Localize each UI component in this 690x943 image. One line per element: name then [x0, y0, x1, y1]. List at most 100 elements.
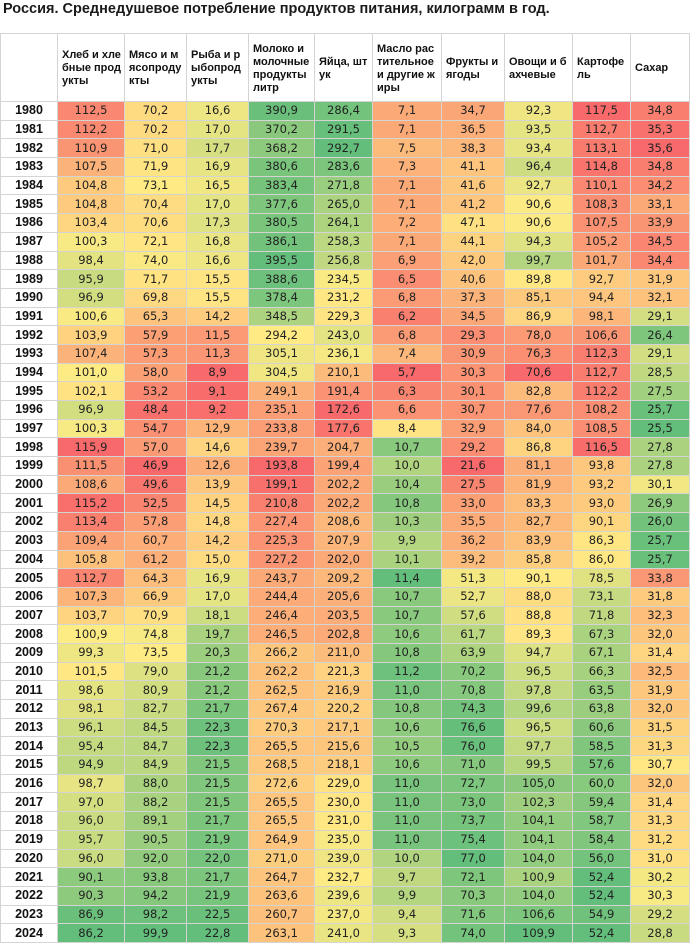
heatmap-cell: 99,7: [504, 250, 573, 271]
heatmap-cell: 29,3: [441, 325, 505, 345]
year-label: 1988: [0, 250, 58, 271]
heatmap-cell: 85,1: [504, 287, 573, 308]
heatmap-cell: 104,1: [504, 811, 573, 831]
heatmap-cell: 292,7: [314, 138, 373, 159]
year-label: 2001: [0, 493, 58, 514]
heatmap-cell: 52,5: [124, 493, 187, 514]
heatmap-cell: 305,1: [248, 343, 315, 364]
heatmap-cell: 9,7: [372, 867, 442, 887]
heatmap-cell: 29,1: [630, 343, 690, 364]
table-row: 2002 113,4 57,8 14,8 227,4 208,6 10,3 35,5 82,7 9…: [0, 512, 690, 532]
year-label: 2016: [0, 773, 58, 794]
heatmap-cell: 215,6: [314, 736, 373, 757]
heatmap-cell: 95,9: [57, 269, 125, 289]
heatmap-cell: 70,2: [124, 101, 187, 121]
chart-title: Россия. Среднедушевое потребление продук…: [3, 1, 550, 17]
heatmap-cell: 98,6: [57, 680, 125, 700]
heatmap-cell: 203,5: [314, 605, 373, 626]
heatmap-cell: 263,1: [248, 923, 315, 943]
heatmap-cell: 7,1: [372, 119, 442, 140]
heatmap-cell: 71,7: [124, 269, 187, 289]
heatmap-cell: 22,3: [186, 717, 249, 738]
heatmap-cell: 92,0: [124, 848, 187, 869]
heatmap-cell: 264,9: [248, 829, 315, 850]
heatmap-cell: 48,4: [124, 400, 187, 420]
heatmap-cell: 112,3: [572, 343, 631, 364]
heatmap-cell: 101,0: [57, 362, 125, 383]
heatmap-cell: 76,6: [441, 717, 505, 738]
heatmap-cell: 57,6: [572, 755, 631, 775]
table-row: 1985 104,8 70,4 17,0 377,6 265,0 7,1 41,2 90,6 10…: [0, 194, 690, 215]
heatmap-cell: 31,2: [630, 829, 690, 850]
heatmap-cell: 235,1: [248, 400, 315, 420]
heatmap-cell: 7,1: [372, 231, 442, 252]
heatmap-cell: 77,6: [504, 400, 573, 420]
year-label: 2010: [0, 661, 58, 682]
heatmap-cell: 202,8: [314, 624, 373, 644]
column-header: Яйца, штук: [314, 33, 373, 102]
heatmap-cell: 81,9: [504, 474, 573, 495]
heatmap-cell: 7,2: [372, 213, 442, 233]
heatmap-cell: 220,2: [314, 699, 373, 719]
year-label: 2002: [0, 512, 58, 532]
column-header: Молоко и молочные продукты литр: [248, 33, 315, 102]
table-row: 1992 103,9 57,9 11,5 294,2 243,0 6,8 29,3 78,0 10…: [0, 325, 690, 345]
heatmap-cell: 16,5: [186, 175, 249, 196]
year-label: 1991: [0, 306, 58, 327]
year-label: 1995: [0, 381, 58, 401]
year-label: 2008: [0, 624, 58, 644]
heatmap-cell: 6,6: [372, 400, 442, 420]
heatmap-cell: 79,0: [124, 661, 187, 682]
heatmap-cell: 11,3: [186, 343, 249, 364]
heatmap-cell: 283,6: [314, 157, 373, 177]
heatmap-cell: 264,1: [314, 213, 373, 233]
year-label: 1994: [0, 362, 58, 383]
column-header: Мясо и мясопродукты: [124, 33, 187, 102]
heatmap-cell: 81,1: [504, 456, 573, 476]
heatmap-cell: 52,7: [441, 586, 505, 607]
heatmap-cell: 33,0: [441, 493, 505, 514]
heatmap-cell: 17,7: [186, 138, 249, 159]
heatmap-cell: 16,8: [186, 231, 249, 252]
table-row: 2000 108,6 49,6 13,9 199,1 202,2 10,4 27,5 81,9 9…: [0, 474, 690, 495]
heatmap-cell: 10,7: [372, 586, 442, 607]
heatmap-cell: 59,4: [572, 792, 631, 813]
heatmap-cell: 227,2: [248, 549, 315, 570]
table-row: 2005 112,7 64,3 16,9 243,7 209,2 11,4 51,3 90,1 7…: [0, 568, 690, 588]
heatmap-cell: 246,4: [248, 605, 315, 626]
heatmap-cell: 70,4: [124, 194, 187, 215]
heatmap-cell: 10,0: [372, 456, 442, 476]
heatmap-cell: 90,6: [504, 213, 573, 233]
heatmap-cell: 32,0: [630, 773, 690, 794]
heatmap-cell: 95,7: [57, 829, 125, 850]
heatmap-cell: 30,2: [630, 867, 690, 887]
heatmap-cell: 388,6: [248, 269, 315, 289]
heatmap-cell: 31,0: [630, 848, 690, 869]
year-label: 1984: [0, 175, 58, 196]
heatmap-cell: 71,0: [441, 755, 505, 775]
heatmap-cell: 63,5: [572, 680, 631, 700]
heatmap-cell: 11,2: [372, 661, 442, 682]
heatmap-cell: 31,4: [630, 642, 690, 663]
heatmap-cell: 378,4: [248, 287, 315, 308]
heatmap-cell: 96,5: [504, 717, 573, 738]
heatmap-cell: 14,6: [186, 437, 249, 458]
heatmap-cell: 80,9: [124, 680, 187, 700]
heatmap-cell: 93,0: [572, 493, 631, 514]
heatmap-cell: 390,9: [248, 101, 315, 121]
heatmap-cell: 104,0: [504, 885, 573, 906]
heatmap-cell: 21,9: [186, 885, 249, 906]
table-row: 1988 98,4 74,0 16,6 395,5 256,8 6,9 42,0 99,7 101…: [0, 250, 690, 271]
table-row: 2007 103,7 70,9 18,1 246,4 203,5 10,7 57,6 88,8 7…: [0, 605, 690, 626]
heatmap-cell: 7,5: [372, 138, 442, 159]
heatmap-cell: 73,7: [441, 811, 505, 831]
year-label: 1980: [0, 101, 58, 121]
heatmap-table: Хлеб и хлебные продукты Мясо и мясопродук…: [0, 33, 690, 943]
heatmap-cell: 229,3: [314, 306, 373, 327]
heatmap-cell: 98,1: [572, 306, 631, 327]
heatmap-cell: 210,8: [248, 493, 315, 514]
corner-cell: [0, 33, 58, 102]
heatmap-cell: 21,7: [186, 811, 249, 831]
heatmap-cell: 109,4: [57, 530, 125, 551]
heatmap-cell: 10,8: [372, 493, 442, 514]
